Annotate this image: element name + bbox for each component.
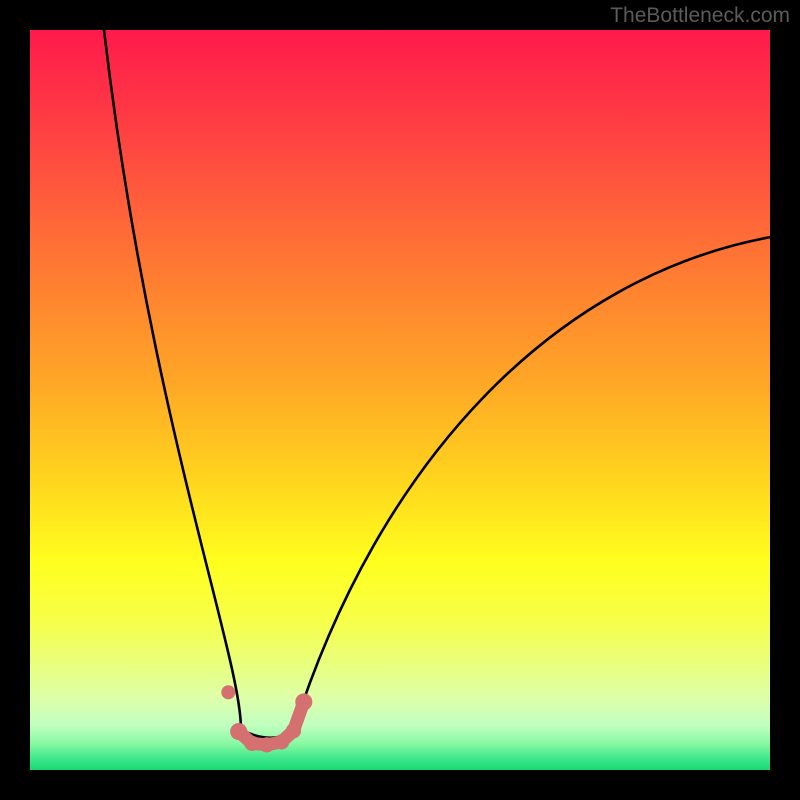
marker-cap bbox=[274, 734, 289, 749]
marker-cap bbox=[286, 723, 301, 738]
marker-cap bbox=[230, 723, 247, 740]
marker-cap bbox=[244, 736, 259, 751]
gradient-background bbox=[30, 30, 770, 770]
watermark-text: TheBottleneck.com bbox=[610, 4, 790, 28]
plot-area bbox=[30, 30, 770, 770]
plot-svg bbox=[30, 30, 770, 770]
marker-cap bbox=[259, 737, 274, 752]
marker-dot bbox=[221, 685, 235, 699]
marker-cap bbox=[295, 693, 312, 710]
chart-frame: TheBottleneck.com bbox=[0, 0, 800, 800]
